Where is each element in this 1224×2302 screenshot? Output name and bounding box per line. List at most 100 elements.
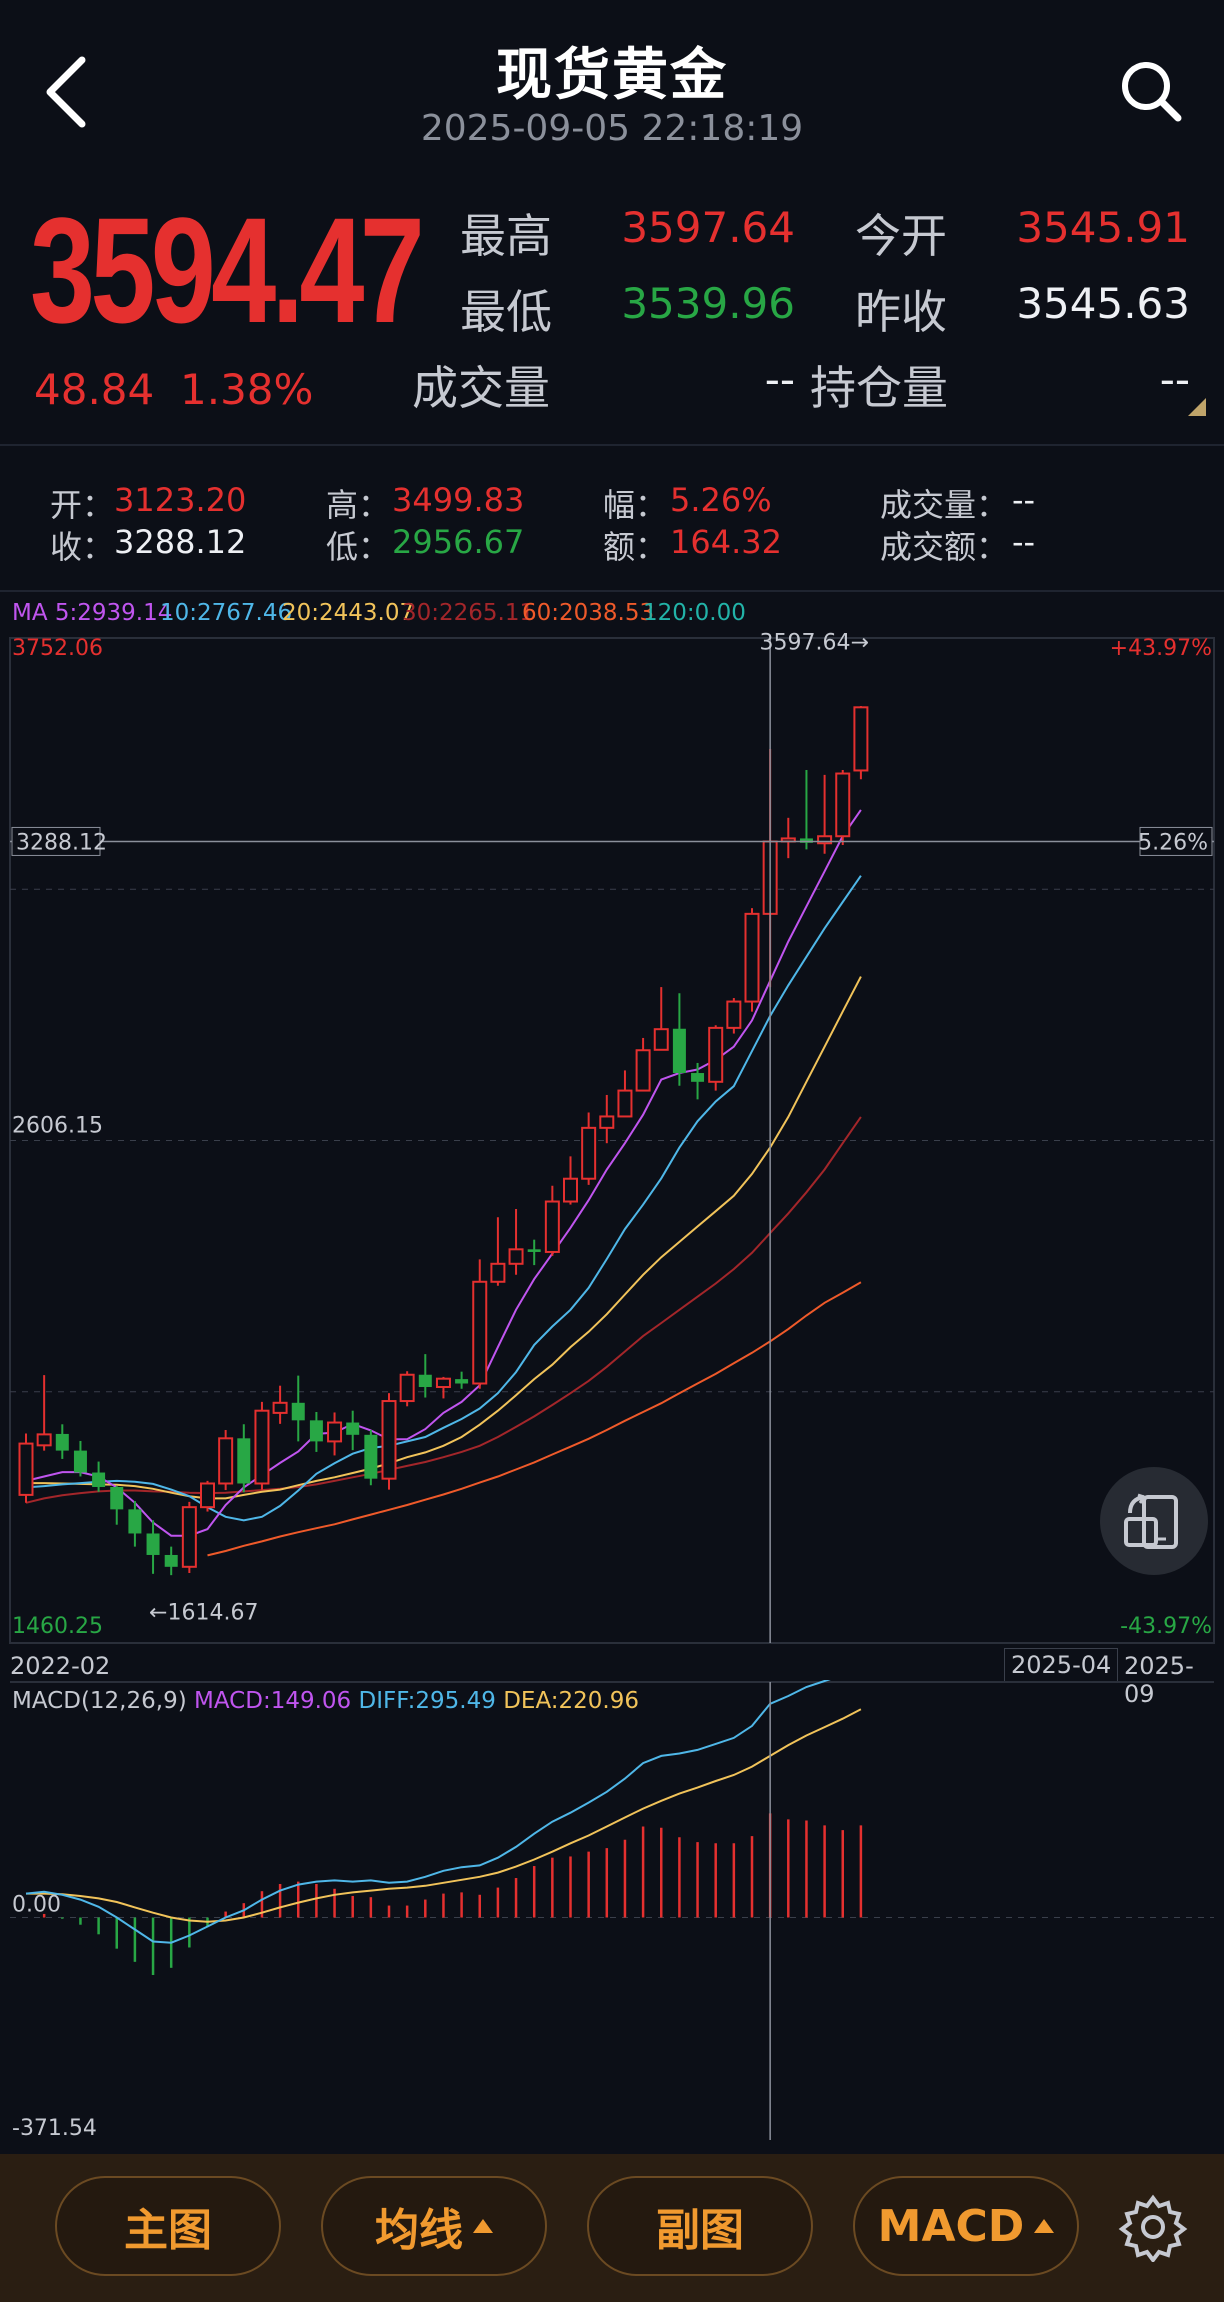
macd-legend-name: MACD(12,26,9): [12, 1688, 187, 1714]
candle-body: [726, 1000, 742, 1029]
ma10-legend: 10:2767.46: [160, 600, 293, 626]
candle-body: [799, 838, 813, 843]
crosshair: [10, 638, 1214, 1643]
prev-close-label: 昨收: [855, 285, 947, 339]
ma5-legend: MA 5:2939.14: [12, 600, 173, 626]
candle-body: [581, 1126, 597, 1180]
macd-zero-label: 0.00: [12, 1893, 61, 1918]
page-title: 现货黄金: [496, 43, 728, 108]
macd-min-label: -371.54: [12, 2116, 97, 2140]
ma-line-button[interactable]: 均线: [321, 2176, 547, 2276]
ma20-legend: 20:2443.07: [282, 600, 415, 626]
ma30-legend: 30:2265.11: [402, 600, 535, 626]
candle-body: [527, 1249, 541, 1252]
candle-body: [563, 1177, 578, 1203]
candle-body: [218, 1437, 234, 1485]
low-label: 最低: [460, 285, 552, 339]
ma-lines: [25, 809, 862, 1557]
candle-body: [164, 1554, 178, 1567]
macd-diff-line: [25, 1680, 831, 1944]
y-mid-label: 2606.15: [12, 1114, 103, 1139]
chart-grid: [10, 888, 1214, 1393]
min-marker: ←1614.67: [149, 1600, 258, 1625]
candle-body: [508, 1248, 524, 1265]
gear-icon[interactable]: [1118, 2192, 1188, 2262]
candle-body: [55, 1433, 69, 1451]
candle-body: [744, 912, 760, 1003]
candle-body: [653, 1028, 669, 1051]
high-value: 3597.64: [621, 203, 795, 252]
ohlc-vol-label: 成交量：: [880, 486, 1009, 524]
candle-body: [92, 1472, 106, 1487]
candle-body: [691, 1073, 705, 1082]
ohlc-high: 3499.83: [392, 481, 525, 519]
candle-body: [291, 1402, 305, 1421]
candle-body: [817, 835, 833, 845]
open-interest-label: 持仓量: [810, 361, 948, 415]
max-marker: 3597.64→: [759, 631, 868, 656]
macd-dea-line: [26, 1708, 862, 1923]
candle-body: [364, 1434, 378, 1479]
price-change-pct: 1.38%: [180, 365, 314, 414]
ohlc-low-label: 低：: [326, 528, 391, 566]
candle-body: [18, 1442, 34, 1496]
ohlc-close-label: 收：: [50, 528, 115, 566]
candle-body: [835, 772, 851, 838]
candle-body: [327, 1421, 343, 1443]
macd-chart[interactable]: 0.00 -371.54: [0, 1680, 1224, 2140]
rotate-screen-button[interactable]: [1100, 1467, 1208, 1575]
candle-body: [435, 1377, 451, 1389]
candlestick-chart[interactable]: 3752.06 +43.97% 1460.25 -43.97% 2606.15 …: [0, 630, 1224, 1650]
ma-line-label: 均线: [375, 2205, 463, 2256]
divider: [0, 590, 1224, 592]
ohlc-low: 2956.67: [392, 523, 525, 561]
macd-lines: [25, 1680, 862, 1944]
sub-chart-button[interactable]: 副图: [587, 2176, 813, 2276]
ma120-legend: 120:0.00: [643, 600, 746, 626]
candle-body: [544, 1200, 560, 1253]
candle-body: [418, 1374, 432, 1388]
candle-body: [599, 1115, 615, 1129]
candle-body: [272, 1401, 288, 1414]
main-chart-button[interactable]: 主图: [55, 2176, 281, 2276]
pct-top-label: +43.97%: [1110, 636, 1212, 661]
chevron-left-icon[interactable]: [38, 52, 98, 132]
candle-body: [472, 1280, 488, 1385]
open-label: 今开: [855, 209, 947, 263]
ohlc-turnover: --: [1012, 523, 1036, 561]
candle-body: [399, 1373, 415, 1403]
open-interest-value: --: [1159, 355, 1190, 404]
macd-legend-diff: DIFF:295.49: [358, 1688, 496, 1714]
volume-value: --: [764, 355, 795, 404]
macd-legend-dea: DEA:220.96: [503, 1688, 640, 1714]
date-end: 2025-09: [1124, 1652, 1194, 1708]
y-max-label: 3752.06: [12, 636, 103, 661]
candle-body: [635, 1049, 651, 1092]
candle-body: [110, 1486, 124, 1510]
candle-body: [254, 1409, 270, 1485]
last-price: 3594.47: [30, 186, 425, 354]
candle-body: [381, 1400, 397, 1480]
macd-indicator-button[interactable]: MACD: [853, 2176, 1079, 2276]
low-value: 3539.96: [621, 279, 795, 328]
crosshair-pct: 5.26%: [1138, 830, 1208, 855]
ohlc-amt-label: 额：: [603, 528, 668, 566]
timestamp: 2025-09-05 22:18:19: [420, 108, 804, 149]
macd-indicator-label: MACD: [877, 2200, 1025, 2252]
ohlc-amp-label: 幅：: [603, 486, 668, 524]
open-value: 3545.91: [1016, 203, 1190, 252]
search-icon[interactable]: [1118, 58, 1184, 124]
y-min-label: 1460.25: [12, 1614, 103, 1639]
candle-body: [36, 1433, 52, 1447]
high-label: 最高: [460, 209, 552, 263]
corner-marker: [1188, 398, 1206, 416]
candle-body: [128, 1509, 142, 1534]
macd-legend-macd: MACD:149.06: [194, 1688, 352, 1714]
candle-body: [146, 1533, 160, 1555]
date-crosshair: 2025-04: [1004, 1648, 1119, 1682]
main-chart-label: 主图: [124, 2205, 212, 2256]
caret-up-icon: [1034, 2219, 1055, 2233]
ma20-line: [26, 976, 862, 1500]
candle-body: [200, 1482, 215, 1509]
candle-body: [708, 1026, 724, 1083]
